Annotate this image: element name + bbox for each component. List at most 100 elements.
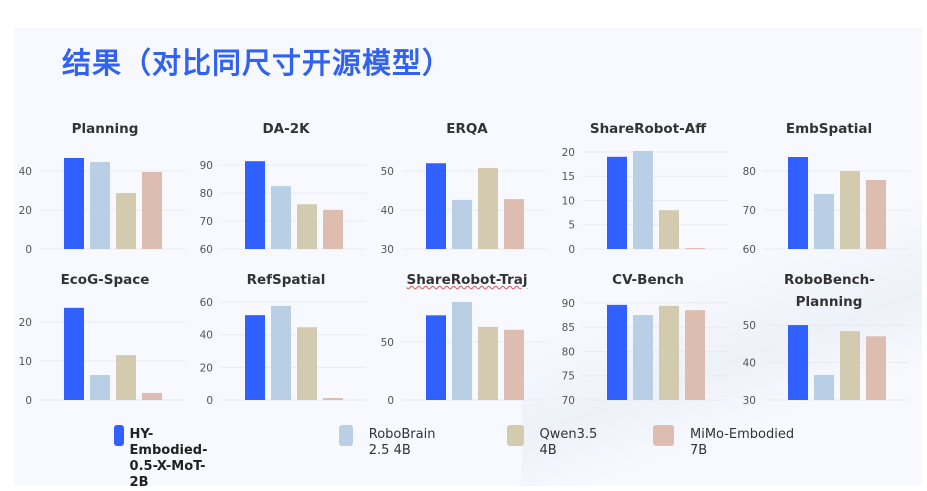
bar-qwen <box>840 331 860 400</box>
bar-qwen <box>116 193 136 249</box>
legend-swatch <box>653 425 674 446</box>
bar-qwen <box>297 204 317 249</box>
y-tick-label: 40 <box>381 205 394 217</box>
bar-mimo <box>142 392 162 400</box>
bar-mimo <box>685 248 705 250</box>
bar-qwen <box>116 355 136 400</box>
bar-robobrain <box>90 162 110 249</box>
bar-robobrain <box>271 305 291 400</box>
chart-title: ERQA <box>446 121 488 137</box>
y-tick-label: 60 <box>743 244 756 256</box>
chart-sharerobot-traj: 0 50 <box>381 301 547 407</box>
y-tick-label: 0 <box>25 244 32 256</box>
y-tick-label: 20 <box>19 205 32 217</box>
chart-refspatial: 0 20 40 60 <box>200 297 366 407</box>
y-tick-label: 10 <box>562 195 575 207</box>
bar-mimo <box>866 180 886 249</box>
legend-swatch <box>507 425 524 446</box>
chart-ecog-space: 0 10 20 <box>19 307 185 407</box>
bar-qwen <box>840 171 860 249</box>
y-tick-label: 90 <box>200 160 213 172</box>
bar-hy-embodied <box>426 163 446 249</box>
legend-item-robobrain: RoboBrain 2.5 4B <box>339 425 443 459</box>
y-tick-label: 40 <box>200 330 213 342</box>
bar-hy-embodied <box>607 156 627 249</box>
y-tick-label: 50 <box>381 337 394 349</box>
chart-da-2k: 60 70 80 90 <box>200 160 366 256</box>
bar-robobrain <box>633 150 653 249</box>
legend-swatch <box>114 425 124 446</box>
y-tick-label: 0 <box>387 395 394 407</box>
y-tick-label: 85 <box>562 322 575 334</box>
y-tick-label: 75 <box>562 371 575 383</box>
chart-title: ShareRobot-Aff <box>589 121 707 137</box>
bar-mimo <box>866 336 886 400</box>
bar-robobrain <box>452 301 472 400</box>
chart-title: RefSpatial <box>246 272 326 288</box>
legend-label: Qwen3.5 4B <box>539 427 598 458</box>
legend-label: MiMo-Embodied 7B <box>690 427 795 458</box>
y-tick-label: 80 <box>200 188 213 200</box>
bar-hy-embodied <box>788 157 808 249</box>
y-tick-label: 50 <box>381 166 394 178</box>
bar-robobrain <box>271 186 291 249</box>
bar-mimo <box>142 172 162 249</box>
y-tick-label: 60 <box>200 297 213 309</box>
y-tick-label: 40 <box>743 358 756 370</box>
y-tick-label: 10 <box>19 356 32 368</box>
legend-item-hy-embodied: HY-Embodied-0.5-X-MoT-2B <box>114 425 219 491</box>
y-tick-label: 20 <box>19 317 32 329</box>
y-tick-label: 60 <box>200 244 213 256</box>
legend-label: RoboBrain 2.5 4B <box>368 427 436 458</box>
y-tick-label: 80 <box>743 166 756 178</box>
bar-mimo <box>504 199 524 249</box>
chart-title: CV-Bench <box>612 272 684 288</box>
bar-qwen <box>478 326 498 400</box>
slide-title: 结果（对比同尺寸开源模型） <box>62 46 453 80</box>
y-tick-label: 40 <box>19 166 32 178</box>
legend-item-mimo: MiMo-Embodied 7B <box>653 425 805 459</box>
y-tick-label: 0 <box>206 395 213 407</box>
chart-title: RoboBench-Planning <box>784 272 875 310</box>
bar-hy-embodied <box>64 157 84 249</box>
y-tick-label: 15 <box>562 171 575 183</box>
chart-embspatial: 60 70 80 <box>743 157 909 256</box>
chart-sharerobot-aff: 0 5 10 15 20 <box>562 147 728 256</box>
bar-robobrain <box>633 315 653 400</box>
y-tick-label: 70 <box>562 395 575 407</box>
bar-robobrain <box>452 199 472 249</box>
y-tick-label: 30 <box>381 244 394 256</box>
legend-label: HY-Embodied-0.5-X-MoT-2B <box>129 427 208 490</box>
y-tick-label: 50 <box>743 320 756 332</box>
chart-title: DA-2K <box>262 121 310 137</box>
y-tick-label: 0 <box>568 244 575 256</box>
y-tick-label: 70 <box>743 205 756 217</box>
chart-title: EcoG-Space <box>60 272 150 288</box>
y-tick-label: 70 <box>200 216 213 228</box>
bar-mimo <box>323 209 343 249</box>
y-tick-label: 80 <box>562 346 575 358</box>
chart-title: EmbSpatial <box>785 121 873 137</box>
bar-hy-embodied <box>245 315 265 400</box>
bar-qwen <box>659 305 679 400</box>
y-tick-label: 0 <box>25 395 32 407</box>
bar-robobrain <box>814 374 834 400</box>
y-tick-label: 90 <box>562 298 575 310</box>
bar-hy-embodied <box>607 304 627 400</box>
bar-hy-embodied <box>245 161 265 249</box>
y-tick-label: 20 <box>562 147 575 159</box>
bar-hy-embodied <box>64 307 84 400</box>
chart-cv-bench: 70 75 80 85 90 <box>562 298 728 407</box>
y-tick-label: 30 <box>743 395 756 407</box>
bar-robobrain <box>90 375 110 400</box>
bar-qwen <box>478 167 498 249</box>
y-tick-label: 5 <box>568 220 575 232</box>
bar-hy-embodied <box>426 315 446 400</box>
bar-mimo <box>323 398 343 400</box>
legend-item-qwen: Qwen3.5 4B <box>507 425 602 459</box>
bar-qwen <box>659 210 679 249</box>
chart-title: Planning <box>71 121 139 137</box>
chart-title: ShareRobot-Traj <box>406 272 528 288</box>
bar-robobrain <box>814 194 834 249</box>
